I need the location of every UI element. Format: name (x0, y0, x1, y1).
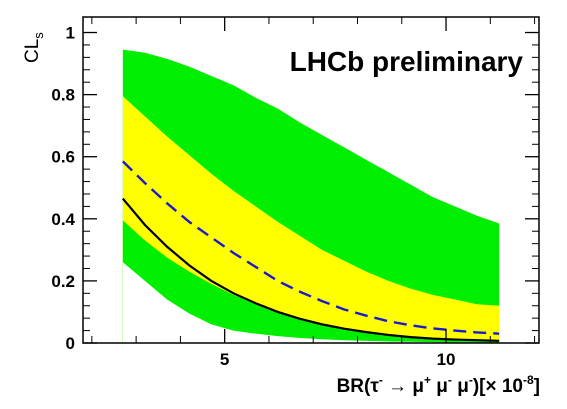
lines-layer (122, 160, 500, 342)
x-tick-label: 10 (437, 350, 456, 369)
y-axis-label: CLs (22, 32, 46, 63)
band-1sigma-lower-area (122, 220, 500, 343)
y-tick-label: 0.4 (51, 210, 75, 229)
observed-line (122, 197, 500, 342)
band-1sigma-upper-area (122, 96, 500, 344)
y-tick-label: 1 (66, 24, 75, 43)
x-axis-label: BR(τ- → μ+ μ- μ-)[× 10-8] (337, 373, 540, 397)
expected-median-line (122, 160, 500, 335)
axes-layer: 0 0.2 0.4 0.6 0.8 1 5 10 (51, 17, 539, 369)
plot-frame (82, 16, 540, 344)
y-tick-label: 0.8 (51, 86, 75, 105)
y-tick-label: 0.2 (51, 272, 75, 291)
x-tick-label: 5 (220, 350, 229, 369)
y-tick-label: 0 (66, 334, 75, 353)
bands-layer (122, 49, 500, 344)
chart-title: LHCb preliminary (290, 46, 524, 77)
y-tick-label: 0.6 (51, 148, 75, 167)
band-2sigma-lower-area (122, 262, 500, 343)
y-axis-label-subscript: s (31, 32, 46, 39)
